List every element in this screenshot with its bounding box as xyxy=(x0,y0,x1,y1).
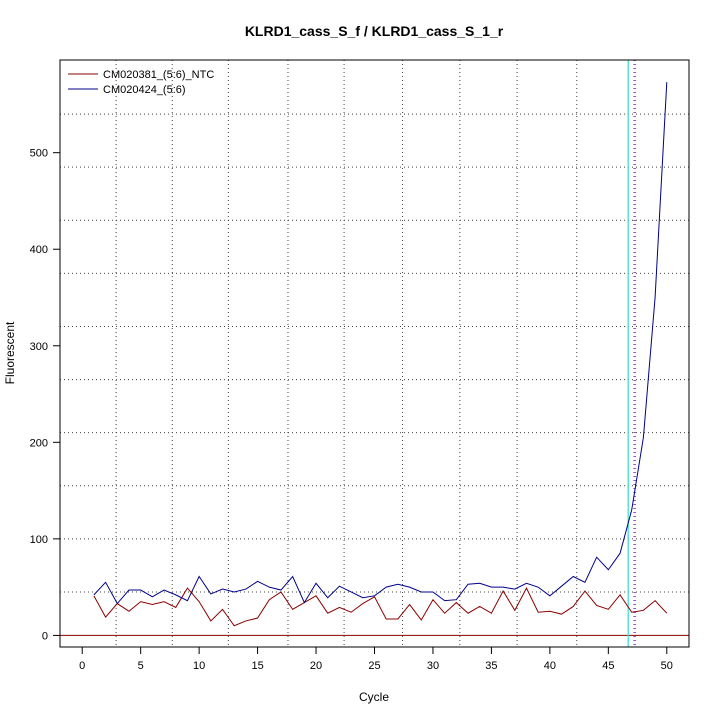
x-axis: 0 5 10 15 20 25 30 35 40 45 50 xyxy=(79,646,673,672)
series-lines xyxy=(93,82,668,627)
x-tick-label: 30 xyxy=(427,660,439,672)
x-tick-label: 5 xyxy=(138,660,144,672)
x-tick-label: 40 xyxy=(544,660,556,672)
x-tick-label: 10 xyxy=(193,660,205,672)
legend-label-1: CM020381_(5:6)_NTC xyxy=(103,69,214,81)
chart-title: KLRD1_cass_S_f / KLRD1_cass_S_1_r xyxy=(245,23,504,39)
y-tick-label: 300 xyxy=(30,341,48,353)
y-tick-label: 500 xyxy=(30,148,48,160)
x-tick-label: 45 xyxy=(602,660,614,672)
x-axis-label: Cycle xyxy=(359,690,389,704)
legend-label-2: CM020424_(5:6) xyxy=(103,84,186,96)
x-tick-label: 25 xyxy=(368,660,380,672)
x-tick-label: 15 xyxy=(251,660,263,672)
reference-lines xyxy=(60,60,689,647)
y-tick-label: 100 xyxy=(30,534,48,546)
x-tick-label: 50 xyxy=(661,660,673,672)
x-tick-label: 0 xyxy=(79,660,85,672)
series-line-2 xyxy=(93,82,668,605)
y-tick-label: 200 xyxy=(30,437,48,449)
grid xyxy=(60,60,689,647)
legend: CM020381_(5:6)_NTC CM020424_(5:6) xyxy=(68,69,214,96)
y-tick-label: 400 xyxy=(30,244,48,256)
x-tick-label: 35 xyxy=(485,660,497,672)
x-tick-label: 20 xyxy=(310,660,322,672)
series-line-1 xyxy=(93,587,668,627)
y-axis: 0 100 200 300 400 500 xyxy=(30,148,61,642)
y-axis-label: Fluorescent xyxy=(3,321,17,384)
y-tick-label: 0 xyxy=(42,630,48,642)
